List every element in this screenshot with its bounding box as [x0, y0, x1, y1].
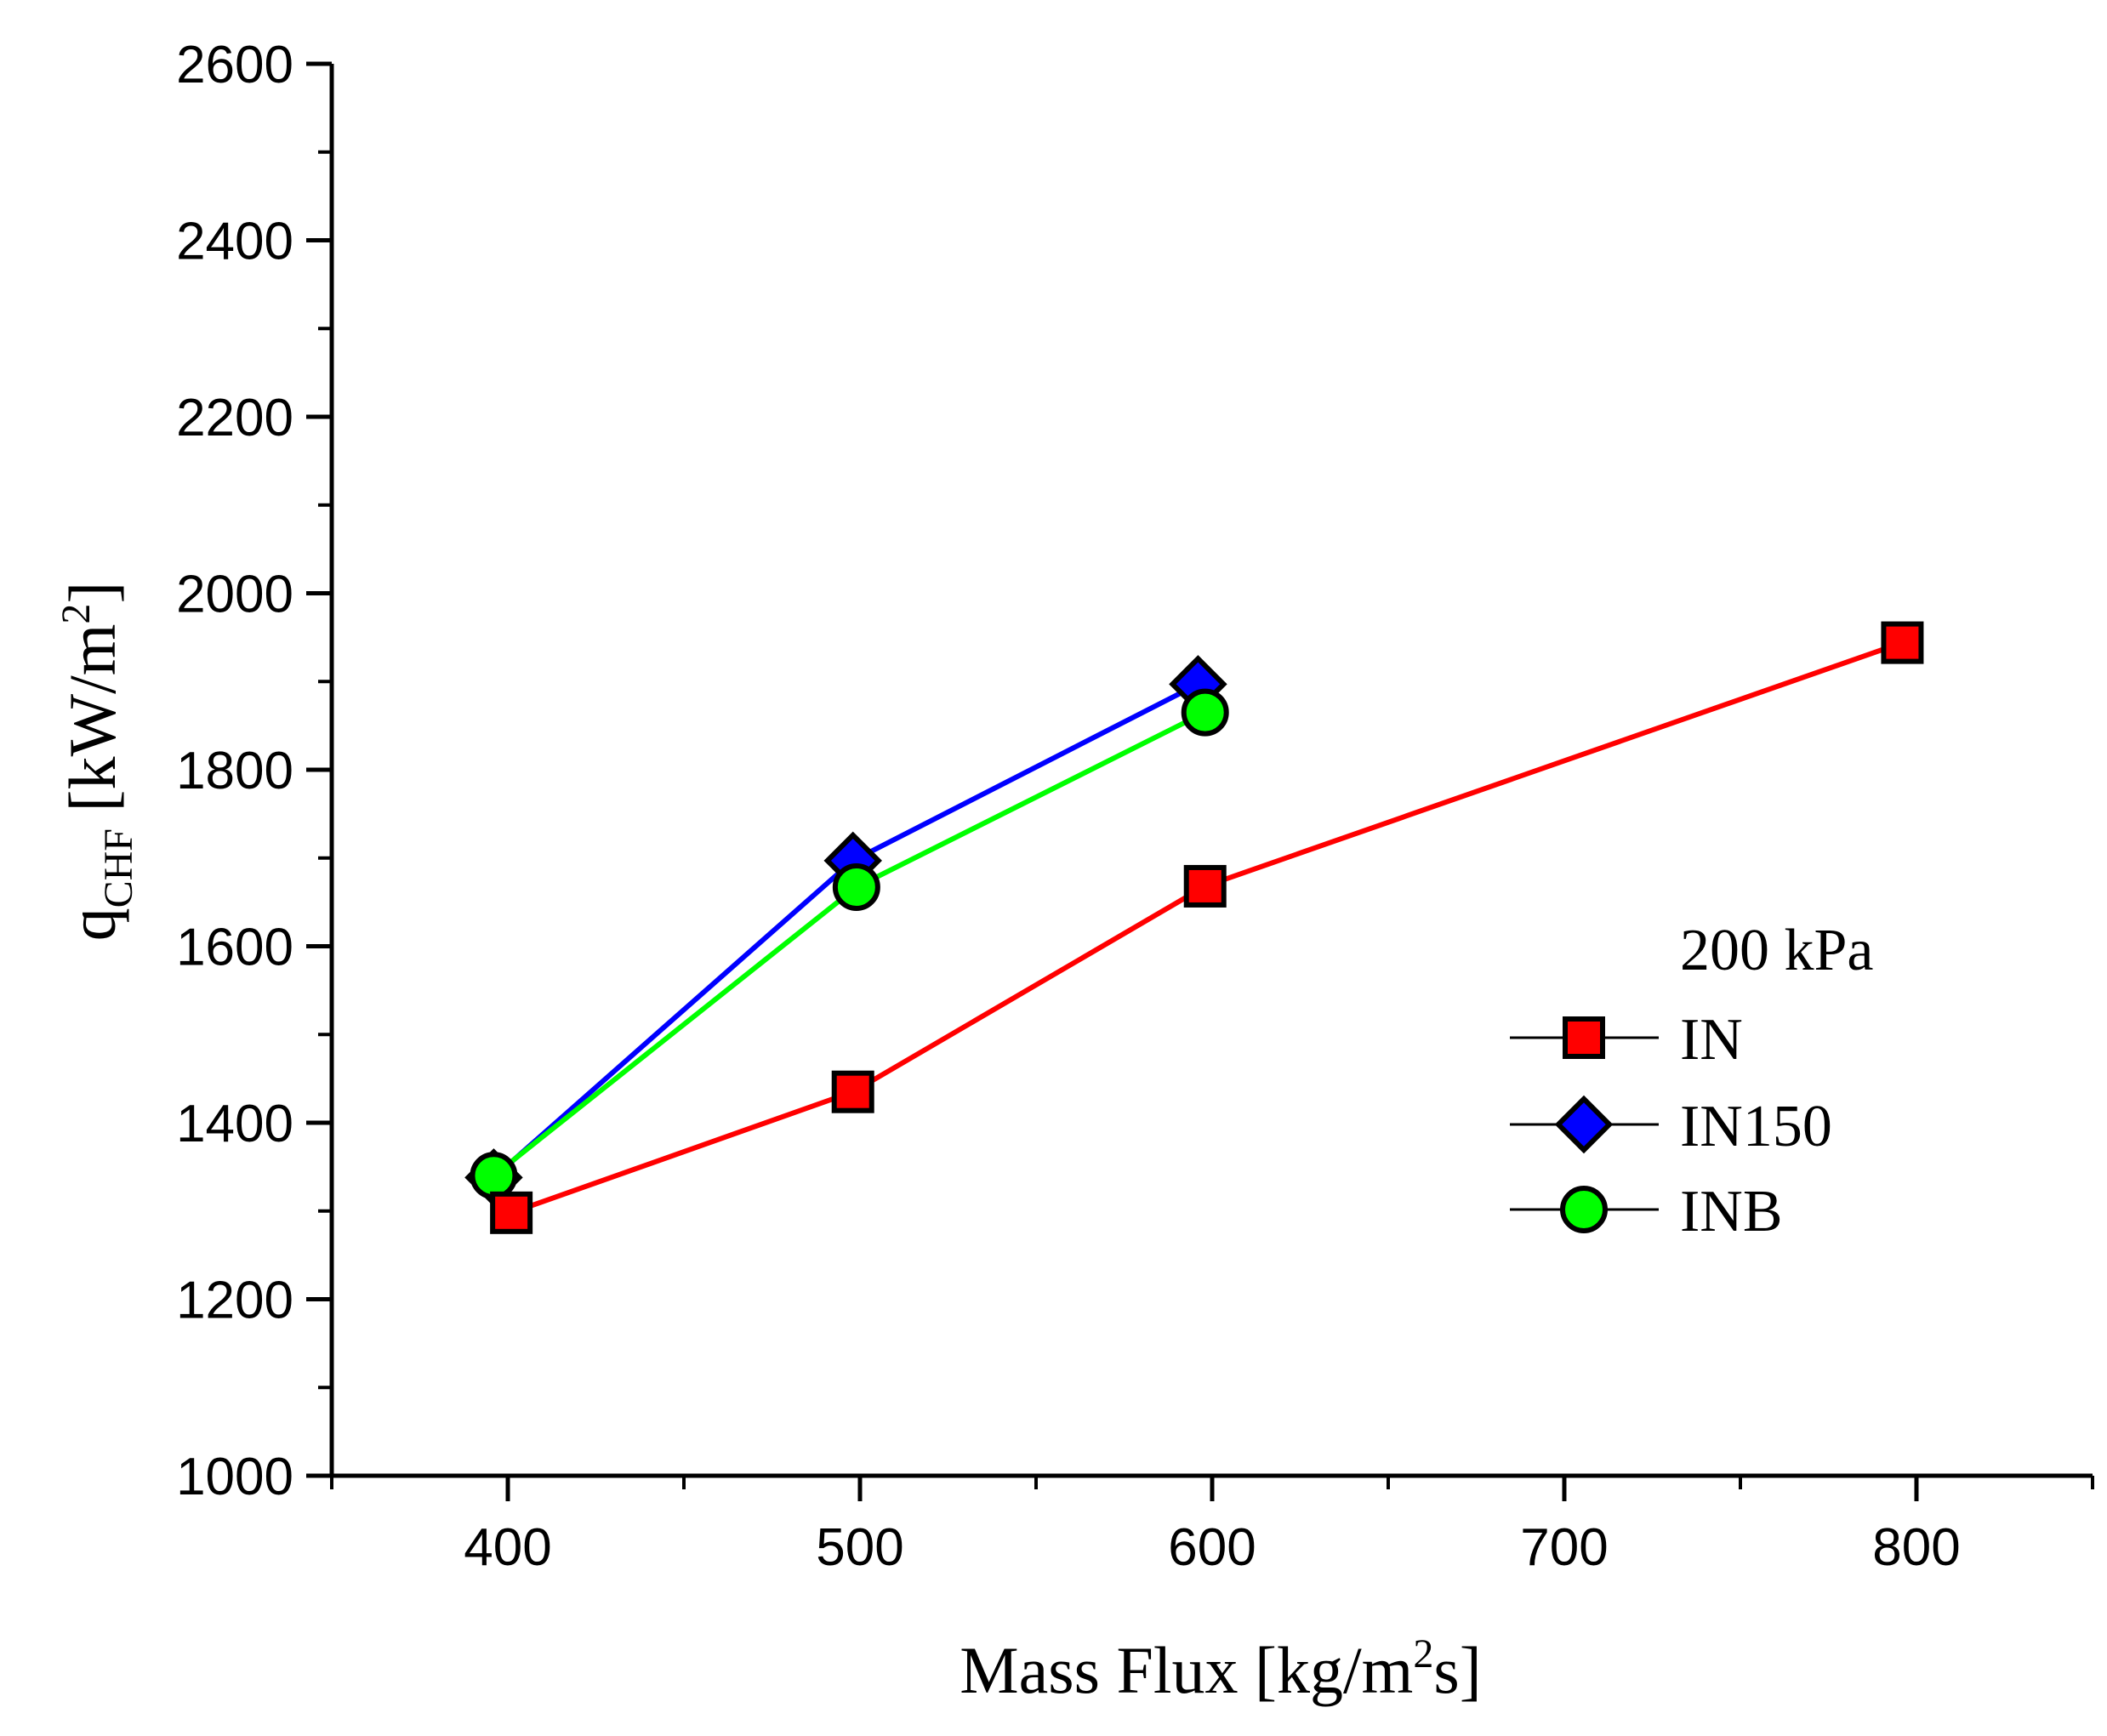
y-tick-label: 1000: [176, 1448, 293, 1506]
y-axis-title: qCHF [kW/m2]: [54, 582, 141, 942]
y-axis-title-q: q: [55, 908, 129, 941]
y-tick-label: 1200: [176, 1272, 293, 1330]
x-axis-title-tail: s]: [1433, 1633, 1481, 1707]
data-point-in: [490, 1191, 533, 1234]
y-tick-label: 1400: [176, 1095, 293, 1153]
y-axis-title-unit: [kW/m: [55, 624, 129, 828]
legend-label-in: IN: [1680, 1007, 1743, 1073]
y-tick-label: 1600: [176, 919, 293, 977]
legend-marker-inb: [1560, 1186, 1608, 1233]
data-point-inb: [832, 862, 880, 911]
x-axis-title: Mass Flux [kg/m2s]: [960, 1631, 1481, 1707]
y-tick-label: 2000: [176, 566, 293, 624]
data-point-inb: [470, 1152, 518, 1200]
y-tick-label: 1800: [176, 742, 293, 800]
data-point-inb: [1181, 688, 1229, 737]
legend-title: 200 kPa: [1680, 918, 1874, 983]
data-point-in: [1881, 621, 1924, 664]
y-tick-label: 2200: [176, 389, 293, 447]
legend-label-in150: IN150: [1680, 1094, 1832, 1159]
x-tick-label: 600: [1168, 1518, 1256, 1577]
legend-marker-in: [1563, 1016, 1605, 1059]
x-tick-label: 700: [1520, 1518, 1608, 1577]
y-tick-label: 2400: [176, 213, 293, 271]
legend-label-inb: INB: [1680, 1179, 1783, 1244]
y-axis-title-close: ]: [55, 582, 129, 604]
y-axis-title-sub: CHF: [96, 828, 141, 908]
data-point-in: [1183, 864, 1227, 908]
x-axis-title-sup: 2: [1413, 1631, 1433, 1676]
legend: 200 kPa IN IN150 INB: [1510, 918, 1874, 1244]
x-tick-label: 500: [816, 1518, 903, 1577]
legend-marker-in150: [1554, 1095, 1614, 1154]
y-axis-title-sup: 2: [54, 604, 99, 624]
x-tick-label: 800: [1872, 1518, 1960, 1577]
series-line-in: [510, 640, 1904, 1215]
x-tick-label: 400: [464, 1518, 551, 1577]
data-point-in: [831, 1070, 874, 1113]
y-tick-label: 2600: [176, 36, 293, 94]
x-axis-title-main: Mass Flux [kg/m: [960, 1633, 1413, 1707]
